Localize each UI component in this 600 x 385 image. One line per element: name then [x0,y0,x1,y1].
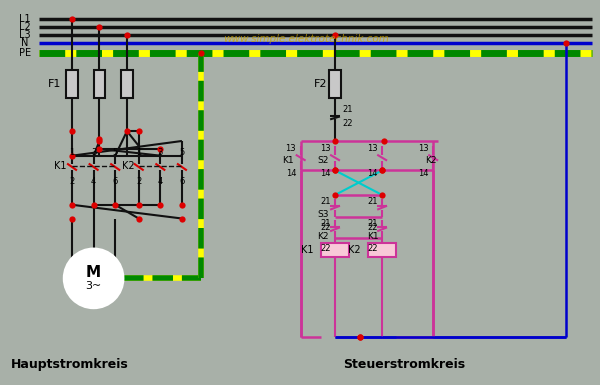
Text: 13: 13 [418,144,428,153]
Text: 14: 14 [320,169,331,178]
Text: 1: 1 [70,148,74,157]
Text: F1: F1 [47,79,61,89]
Text: L3: L3 [19,30,31,40]
Text: 4: 4 [158,177,163,186]
Text: L2: L2 [19,22,31,32]
Text: 3~: 3~ [85,281,102,291]
Text: 13: 13 [367,144,377,153]
Text: 3: 3 [158,148,163,157]
Text: S3: S3 [317,210,329,219]
Text: 22: 22 [320,244,331,253]
Text: 14: 14 [418,169,428,178]
Text: 14: 14 [286,169,296,178]
Text: K1: K1 [367,232,379,241]
Text: 22: 22 [343,119,353,128]
Text: 21: 21 [343,105,353,114]
Text: 21: 21 [320,219,331,228]
Text: K2: K2 [122,161,134,171]
Bar [329,70,341,98]
Bar [66,70,78,98]
Text: Steuerstromkreis: Steuerstromkreis [343,358,465,371]
Text: 21: 21 [320,198,331,206]
Text: M: M [86,265,101,280]
Text: 22: 22 [320,223,331,232]
Text: K1: K1 [282,156,294,165]
Text: 4: 4 [91,177,96,186]
Text: 22: 22 [367,244,377,253]
Bar [121,70,133,98]
Text: 5: 5 [179,148,185,157]
Text: 6: 6 [179,177,185,186]
Text: 3: 3 [91,148,96,157]
Text: K2: K2 [425,156,437,165]
Text: F2: F2 [314,79,327,89]
Text: 22: 22 [367,223,377,232]
Text: K1: K1 [301,245,314,255]
Text: PE: PE [19,48,31,58]
Text: 6: 6 [113,177,118,186]
Text: 21: 21 [367,219,377,228]
Text: 14: 14 [367,169,377,178]
Text: 13: 13 [320,144,331,153]
Text: L1: L1 [19,14,31,24]
Text: 13: 13 [286,144,296,153]
Text: 2: 2 [136,177,142,186]
Text: www.simple.elektrotechnik.com: www.simple.elektrotechnik.com [223,34,389,44]
Bar [321,243,349,257]
Circle shape [64,249,123,308]
Text: S2: S2 [317,156,329,165]
Bar [94,70,106,98]
Text: N: N [21,38,29,48]
Text: Hauptstromkreis: Hauptstromkreis [11,358,129,371]
Text: 1: 1 [136,148,142,157]
Text: K2: K2 [349,245,361,255]
Text: 5: 5 [113,148,118,157]
Text: K1: K1 [54,161,67,171]
Text: 21: 21 [367,198,377,206]
Text: 2: 2 [70,177,74,186]
Bar [368,243,396,257]
Text: K2: K2 [317,232,329,241]
